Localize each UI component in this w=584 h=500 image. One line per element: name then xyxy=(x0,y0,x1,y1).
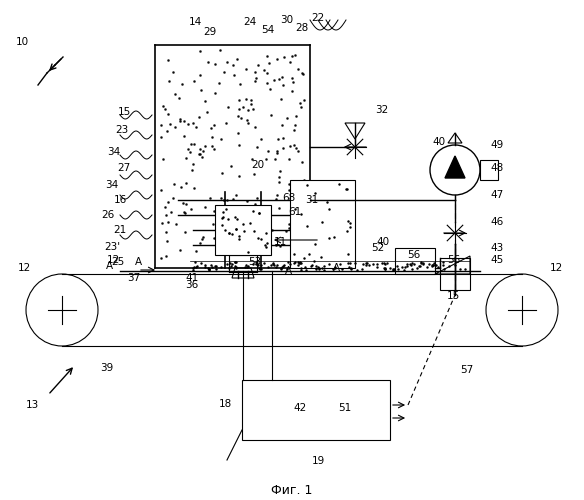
Text: 26: 26 xyxy=(102,210,115,220)
Text: 40: 40 xyxy=(377,237,390,247)
Text: 49: 49 xyxy=(490,140,503,150)
Text: Фиг. 1: Фиг. 1 xyxy=(272,484,312,496)
Text: 46: 46 xyxy=(490,217,503,227)
Text: 51: 51 xyxy=(338,403,352,413)
Text: 43: 43 xyxy=(490,243,503,253)
Text: 12: 12 xyxy=(107,255,120,265)
Text: 56: 56 xyxy=(447,255,460,265)
Text: 20: 20 xyxy=(252,160,265,170)
Text: 68: 68 xyxy=(282,193,296,203)
Polygon shape xyxy=(445,156,465,178)
Text: 11: 11 xyxy=(274,237,287,247)
Bar xyxy=(242,380,390,440)
Text: 30: 30 xyxy=(280,15,294,25)
Text: 52: 52 xyxy=(371,243,385,253)
Text: 45: 45 xyxy=(490,255,503,265)
Text: 29: 29 xyxy=(203,27,217,37)
Text: 14: 14 xyxy=(189,17,201,27)
Text: 53: 53 xyxy=(248,257,262,267)
Text: 10: 10 xyxy=(15,37,29,47)
Text: 56: 56 xyxy=(407,250,420,260)
Text: A: A xyxy=(332,263,339,273)
Text: 18: 18 xyxy=(219,399,232,409)
Text: 12: 12 xyxy=(18,263,32,273)
Text: 13: 13 xyxy=(25,400,39,410)
Text: A: A xyxy=(106,261,113,271)
Text: 39: 39 xyxy=(100,363,114,373)
Bar xyxy=(290,180,355,268)
Text: 34: 34 xyxy=(107,147,120,157)
Text: 15: 15 xyxy=(447,291,460,301)
Text: 28: 28 xyxy=(296,23,308,33)
Bar xyxy=(215,205,271,255)
Text: 40: 40 xyxy=(432,137,445,147)
Text: 16: 16 xyxy=(114,195,127,205)
Bar xyxy=(480,160,498,180)
Text: 21: 21 xyxy=(114,225,127,235)
Text: 31: 31 xyxy=(305,195,318,205)
Bar xyxy=(440,258,470,290)
Bar xyxy=(395,248,435,274)
Text: 37: 37 xyxy=(127,273,140,283)
Text: 15: 15 xyxy=(118,107,131,117)
Text: 41: 41 xyxy=(185,273,198,283)
Text: 57: 57 xyxy=(460,365,473,375)
Text: A: A xyxy=(284,266,291,276)
Text: 48: 48 xyxy=(490,163,503,173)
Text: 61: 61 xyxy=(288,207,301,217)
Text: 23': 23' xyxy=(104,242,120,252)
Text: 27: 27 xyxy=(117,163,130,173)
Text: 42: 42 xyxy=(293,403,307,413)
Text: 23: 23 xyxy=(114,125,128,135)
Text: 54: 54 xyxy=(262,25,274,35)
Text: 24: 24 xyxy=(244,17,256,27)
Text: 22: 22 xyxy=(311,13,325,23)
Text: 36: 36 xyxy=(185,280,198,290)
Text: 19: 19 xyxy=(311,456,325,466)
Text: 32: 32 xyxy=(375,105,388,115)
Text: 47: 47 xyxy=(490,190,503,200)
Text: 34: 34 xyxy=(105,180,118,190)
Text: 25: 25 xyxy=(112,257,125,267)
Text: 12: 12 xyxy=(550,263,563,273)
Text: A: A xyxy=(135,257,142,267)
